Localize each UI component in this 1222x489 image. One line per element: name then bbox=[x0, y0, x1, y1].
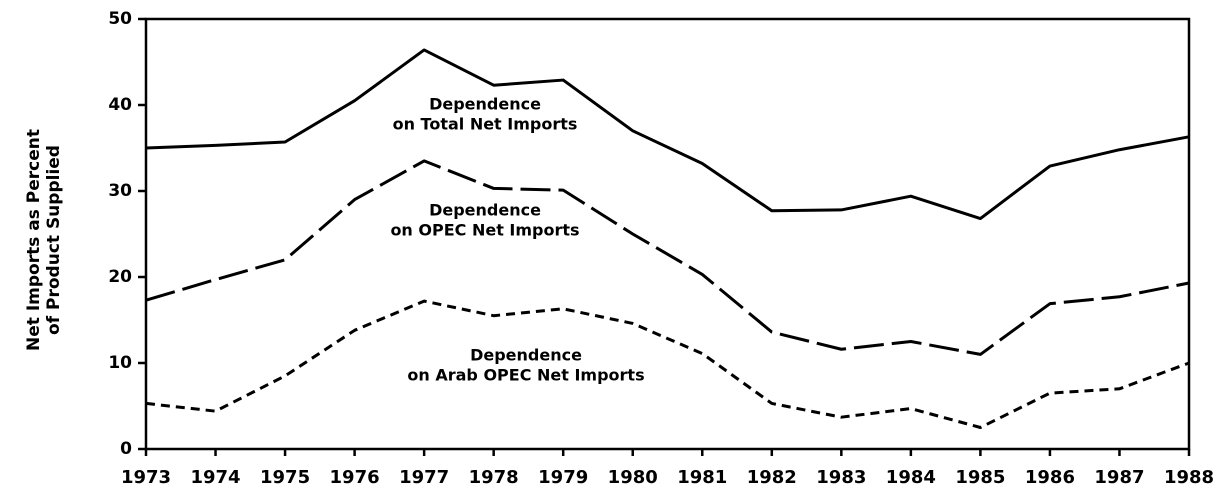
x-tick-label: 1977 bbox=[399, 467, 449, 488]
y-tick-label: 40 bbox=[108, 95, 132, 115]
y-axis-label: Net Imports as Percent bbox=[24, 129, 44, 351]
x-tick-label: 1984 bbox=[886, 467, 936, 488]
y-axis-label: of Product Supplied bbox=[44, 145, 64, 335]
plot-frame bbox=[144, 17, 1191, 451]
x-tick-label: 1986 bbox=[1025, 467, 1075, 488]
series-annotation: Dependence bbox=[470, 346, 582, 365]
x-tick-label: 1979 bbox=[538, 467, 588, 488]
x-tick-label: 1975 bbox=[260, 467, 310, 488]
x-tick-label: 1988 bbox=[1164, 467, 1214, 488]
series-annotation: Dependence bbox=[429, 95, 541, 114]
series-line bbox=[145, 159, 1190, 356]
y-tick-label: 0 bbox=[120, 439, 132, 459]
series-annotation: on OPEC Net Imports bbox=[390, 221, 579, 240]
series-line bbox=[145, 48, 1190, 221]
x-tick-label: 1983 bbox=[816, 467, 866, 488]
x-tick-label: 1981 bbox=[677, 467, 727, 488]
y-tick-label: 20 bbox=[108, 267, 132, 287]
y-tick-label: 50 bbox=[108, 9, 132, 29]
x-tick-label: 1976 bbox=[330, 467, 380, 488]
series-annotation: Dependence bbox=[429, 201, 541, 220]
x-tick-label: 1978 bbox=[469, 467, 519, 488]
series-annotation: on Total Net Imports bbox=[393, 115, 578, 134]
series-line bbox=[145, 299, 1190, 429]
x-tick-label: 1987 bbox=[1094, 467, 1144, 488]
series-annotation: on Arab OPEC Net Imports bbox=[407, 366, 644, 385]
x-tick-label: 1973 bbox=[121, 467, 171, 488]
x-tick-label: 1982 bbox=[747, 467, 797, 488]
x-tick-label: 1974 bbox=[190, 467, 240, 488]
x-tick-label: 1980 bbox=[608, 467, 658, 488]
y-tick-label: 30 bbox=[108, 181, 132, 201]
y-tick-label: 10 bbox=[108, 353, 132, 373]
x-tick-label: 1985 bbox=[955, 467, 1005, 488]
